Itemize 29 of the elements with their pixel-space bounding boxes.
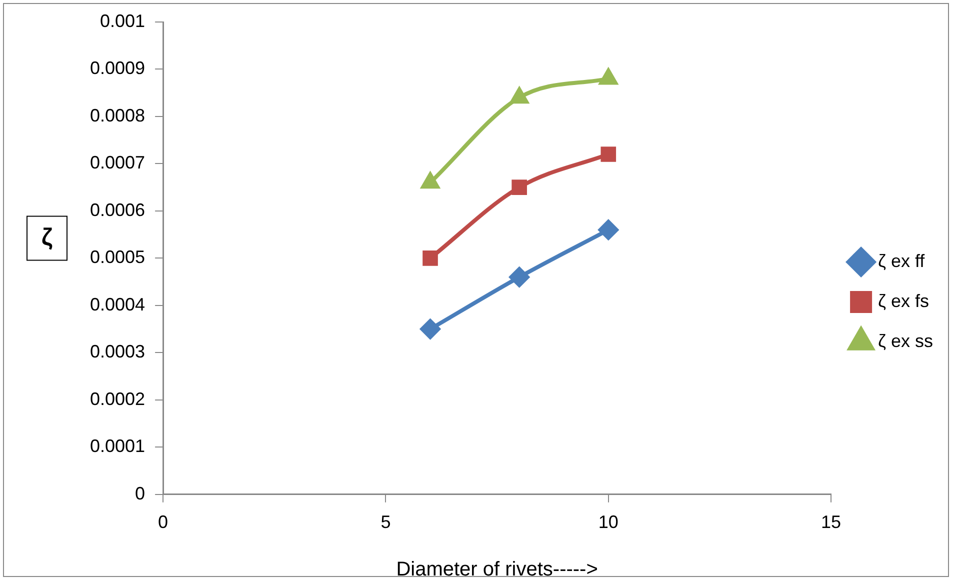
point	[510, 88, 528, 104]
point	[420, 319, 440, 340]
point	[600, 146, 616, 162]
y-tick-label: 0	[135, 483, 146, 504]
y-tick-label: 0.001	[100, 10, 146, 31]
point	[598, 220, 618, 240]
legend-label: ζ ex ss	[878, 330, 934, 351]
x-axis-title: Diameter of rivets----->	[396, 558, 598, 581]
y-tick-label: 0.0002	[90, 388, 146, 409]
point	[512, 180, 527, 195]
y-tick-label: 0.0007	[90, 152, 146, 173]
y-tick-label: 0.0004	[90, 294, 146, 314]
y-tick-label: 0.0005	[90, 247, 146, 268]
y-axis-title: ζ	[41, 224, 53, 251]
y-tick-label: 0.0006	[90, 200, 146, 220]
y-tick-label: 0.0001	[90, 436, 146, 456]
y-tick-label: 0.0009	[90, 58, 146, 78]
y-tick-label: 0.0003	[90, 342, 146, 362]
x-tick-label: 15	[821, 512, 842, 532]
x-tick-label: 0	[158, 512, 168, 532]
y-tick-label: 0.0008	[90, 105, 146, 126]
point	[421, 172, 440, 189]
point	[599, 68, 618, 85]
legend-label: ζ ex ff	[878, 250, 926, 271]
point	[422, 250, 438, 266]
x-tick-label: 5	[380, 512, 391, 532]
legend-label: ζ ex fs	[878, 290, 930, 311]
x-tick-label: 10	[598, 512, 618, 532]
point	[509, 267, 530, 288]
